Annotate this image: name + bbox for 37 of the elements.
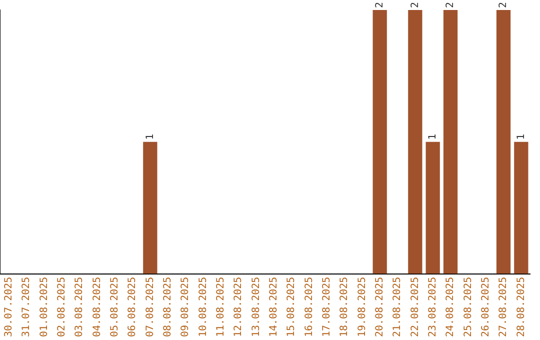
data-label: 1 <box>144 134 156 140</box>
x-tick-label: 03.08.2025 <box>74 276 86 338</box>
x-tick-label: 31.07.2025 <box>21 276 32 338</box>
x-tick-label: 27.08.2025 <box>498 276 510 338</box>
x-tick-label: 21.08.2025 <box>392 276 404 338</box>
x-tick-label: 08.08.2025 <box>162 276 174 338</box>
x-tick-label: 12.08.2025 <box>233 276 244 338</box>
x-tick-label: 01.08.2025 <box>38 276 50 338</box>
x-tick-label: 20.08.2025 <box>374 276 386 338</box>
data-label: 2 <box>410 2 421 8</box>
data-label: 1 <box>516 134 527 140</box>
data-label: 2 <box>498 2 510 8</box>
data-label: 2 <box>374 2 386 8</box>
x-tick-label: 28.08.2025 <box>516 276 527 338</box>
x-tick-label: 09.08.2025 <box>180 276 192 338</box>
x-tick-label: 19.08.2025 <box>356 276 368 338</box>
x-tick-label: 26.08.2025 <box>480 276 492 338</box>
x-tick-label: 25.08.2025 <box>462 276 474 338</box>
x-tick-label: 17.08.2025 <box>321 276 332 338</box>
data-label: 1 <box>427 134 438 140</box>
x-tick-label: 24.08.2025 <box>445 276 456 338</box>
x-tick-label: 02.08.2025 <box>56 276 68 338</box>
data-label: 2 <box>445 2 456 8</box>
x-tick-label: 30.07.2025 <box>3 276 14 338</box>
x-tick-label: 04.08.2025 <box>92 276 103 338</box>
x-tick-label: 06.08.2025 <box>127 276 138 338</box>
x-tick-label: 16.08.2025 <box>304 276 315 338</box>
x-tick-label: 05.08.2025 <box>109 276 120 338</box>
x-tick-label: 13.08.2025 <box>250 276 262 338</box>
x-tick-label: 14.08.2025 <box>268 276 280 338</box>
x-tick-label: 11.08.2025 <box>215 276 226 338</box>
x-tick-label: 18.08.2025 <box>339 276 350 338</box>
x-tick-label: 22.08.2025 <box>410 276 421 338</box>
x-tick-label: 10.08.2025 <box>198 276 209 338</box>
x-tick-label: 23.08.2025 <box>427 276 438 338</box>
x-tick-label: 07.08.2025 <box>144 276 156 338</box>
x-tick-label: 15.08.2025 <box>286 276 298 338</box>
